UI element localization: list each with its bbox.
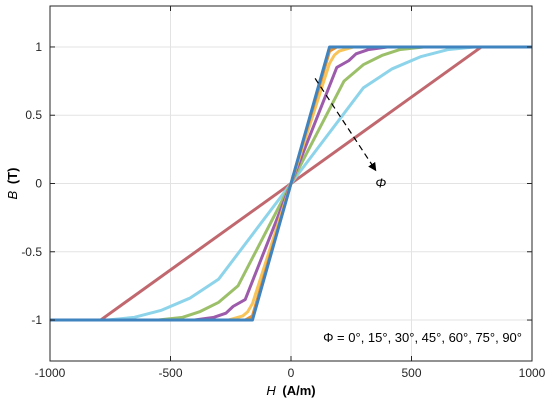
plot-lines xyxy=(50,45,532,322)
y-tick-label: 0.5 xyxy=(25,108,42,122)
y-axis-unit: (T) xyxy=(5,168,20,185)
y-tick-label: -0.5 xyxy=(21,245,42,259)
x-axis-label: H (A/m) xyxy=(266,383,315,398)
y-tick-label: 1 xyxy=(35,40,42,54)
x-tick-label: 0 xyxy=(288,366,295,380)
y-axis-symbol: B xyxy=(5,190,20,199)
x-tick-label: -1000 xyxy=(35,366,66,380)
x-tick-label: 500 xyxy=(401,366,421,380)
angle-legend: Φ = 0°, 15°, 30°, 45°, 60°, 75°, 90° xyxy=(323,330,522,345)
y-axis-label: B (T) xyxy=(5,168,20,200)
phi-direction-arrow xyxy=(314,78,377,172)
x-tick-label: -500 xyxy=(158,366,182,380)
y-tick-label: -1 xyxy=(31,313,42,327)
y-tick-label: 0 xyxy=(35,177,42,191)
x-tick-label: 1000 xyxy=(519,366,546,380)
series-line-7 xyxy=(50,45,532,322)
x-axis-unit: (A/m) xyxy=(282,383,315,398)
ticks: -1000 -500 0 500 1000 -1 -0.5 0 0.5 1 xyxy=(21,6,546,380)
x-axis-symbol: H xyxy=(266,383,276,398)
arrow-label: Φ xyxy=(375,176,386,191)
